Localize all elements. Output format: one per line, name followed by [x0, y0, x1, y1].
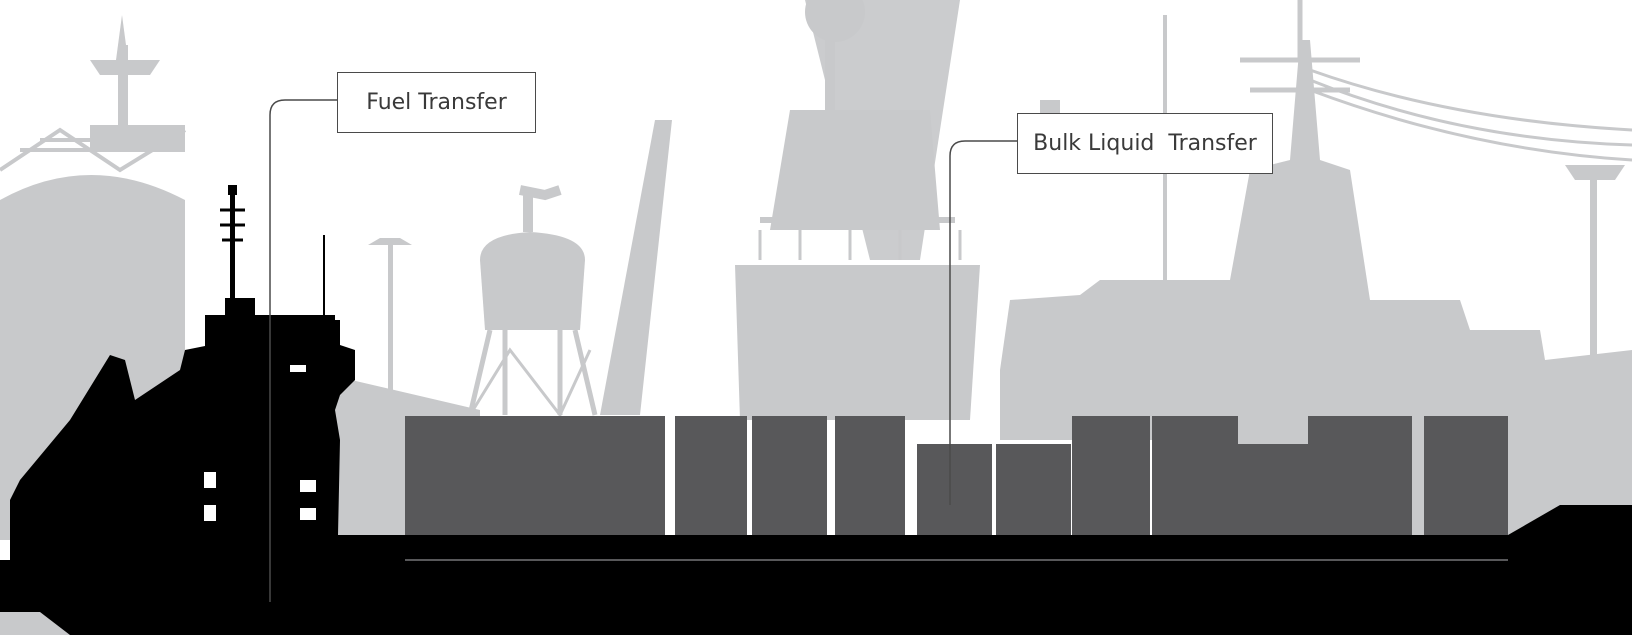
fuel-transfer-callout[interactable]: Fuel Transfer [337, 72, 536, 133]
ship-silhouette [0, 185, 1632, 635]
bulk-liquid-transfer-callout[interactable]: Bulk Liquid Transfer [1017, 113, 1273, 174]
fuel-transfer-label: Fuel Transfer [366, 90, 507, 115]
bulk-liquid-transfer-label: Bulk Liquid Transfer [1033, 131, 1257, 156]
bulk-liquid-transfer-leader-line [949, 140, 1017, 505]
ship-windows [204, 365, 316, 521]
quay-ground [0, 612, 70, 635]
cargo-containers [405, 416, 1508, 556]
fuel-transfer-leader-line [269, 99, 337, 602]
